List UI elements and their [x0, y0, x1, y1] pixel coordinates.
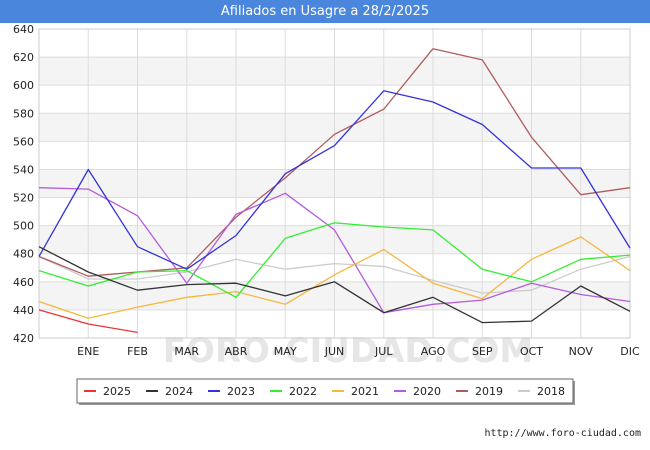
y-tick-label: 520	[13, 192, 34, 205]
legend-label-2018: 2018	[537, 385, 565, 398]
series-line-2024	[38, 246, 631, 324]
x-axis-ticks: ENE FEB MAR ABR MAY JUN JUL AGO SEP OCT NOV DIC	[77, 345, 640, 358]
series-line-2021	[38, 236, 631, 319]
x-tick-label: ABR	[225, 345, 248, 358]
y-tick-label: 580	[13, 107, 34, 120]
chart-title: Afiliados en Usagre a 28/2/2025	[0, 0, 650, 23]
x-tick-label: AGO	[421, 345, 446, 358]
source-url: http://www.foro-ciudad.com	[484, 428, 641, 439]
legend-label-2024: 2024	[165, 385, 193, 398]
plot-frame	[38, 28, 631, 339]
x-tick-label: JUN	[324, 345, 345, 358]
y-axis-ticks: 420 440 460 480 500 520 540 560 580 600 620 640	[13, 23, 34, 345]
x-tick-label: JUL	[374, 345, 393, 358]
x-tick-label: MAY	[274, 345, 297, 358]
series-line-2022	[38, 222, 631, 298]
legend-label-2025: 2025	[103, 385, 131, 398]
x-tick-label: SEP	[472, 345, 493, 358]
legend-label-2023: 2023	[227, 385, 255, 398]
series-line-2023	[38, 90, 631, 270]
x-tick-label: NOV	[569, 345, 594, 358]
y-tick-label: 500	[13, 220, 34, 233]
series-line-2020	[38, 187, 631, 314]
y-tick-label: 640	[13, 23, 34, 36]
x-tick-label: DIC	[620, 345, 640, 358]
y-tick-label: 480	[13, 248, 34, 261]
legend-label-2019: 2019	[475, 385, 503, 398]
x-tick-label: MAR	[174, 345, 199, 358]
series-line-2025	[38, 309, 138, 334]
series-line-2018	[38, 255, 631, 294]
y-tick-label: 540	[13, 163, 34, 176]
y-tick-label: 600	[13, 79, 34, 92]
x-tick-label: ENE	[77, 345, 99, 358]
legend-label-2022: 2022	[289, 385, 317, 398]
legend-label-2020: 2020	[413, 385, 441, 398]
x-tick-label: OCT	[520, 345, 543, 358]
y-tick-label: 560	[13, 135, 34, 148]
y-tick-label: 420	[13, 332, 34, 345]
y-tick-label: 620	[13, 51, 34, 64]
legend-box	[76, 378, 574, 404]
x-tick-label: FEB	[127, 345, 148, 358]
grid-lines	[38, 28, 631, 339]
y-tick-label: 460	[13, 276, 34, 289]
series-layer	[38, 48, 631, 334]
y-tick-label: 440	[13, 304, 34, 317]
legend: 2025 2024 2023 2022 2021 2020 2019 2018	[76, 378, 575, 405]
legend-label-2021: 2021	[351, 385, 379, 398]
